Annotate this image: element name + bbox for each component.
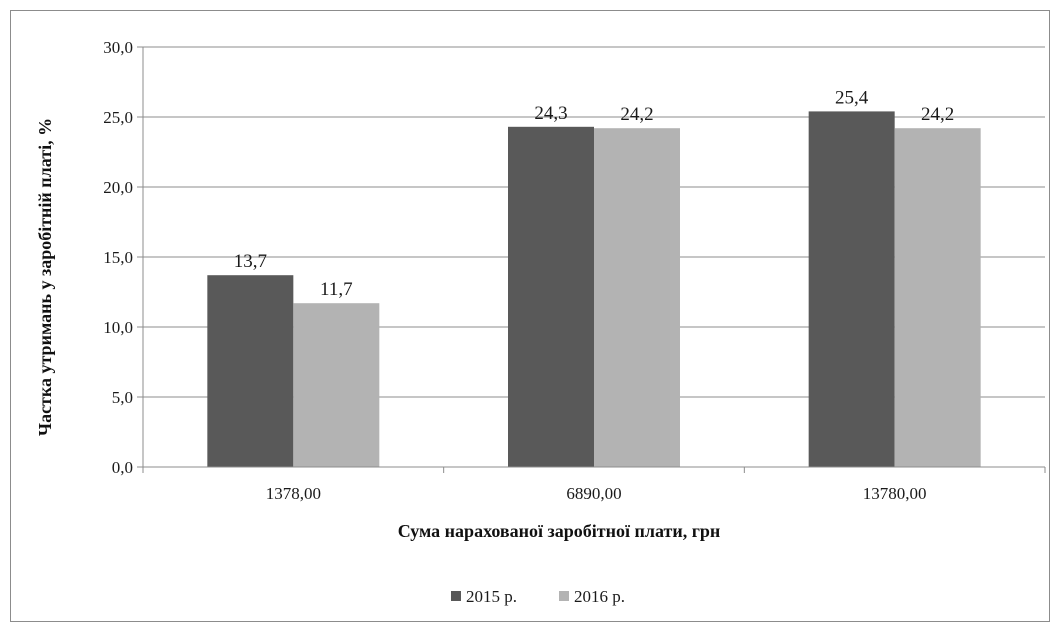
y-tick-labels: 0,0 5,0 10,0 15,0 20,0 25,0 30,0 [103,38,133,477]
bar [293,303,380,467]
bar [808,111,895,468]
y-tick-label: 15,0 [103,248,133,267]
y-tick-label: 25,0 [103,108,133,127]
bar [508,126,594,468]
data-label: 24,2 [620,104,653,125]
data-label: 11,7 [320,279,353,300]
bars [207,111,981,468]
x-tick-label: 1378,00 [266,484,321,503]
y-axis-title: Частка утримань у заробітній платі, % [35,118,55,436]
data-label: 24,2 [921,104,954,125]
legend-label: 2016 р. [574,587,625,606]
category-labels: 1378,00 6890,00 13780,00 [266,484,927,503]
data-label: 24,3 [534,103,567,124]
y-tick-label: 10,0 [103,318,133,337]
data-label: 13,7 [234,251,267,272]
y-tick-label: 30,0 [103,38,133,57]
bar [594,128,680,467]
data-labels: 13,7 11,7 24,3 24,2 25,4 24,2 [234,87,955,300]
data-label: 25,4 [835,87,869,108]
legend-swatch [559,591,569,601]
legend: 2015 р. 2016 р. [451,587,625,606]
legend-label: 2015 р. [466,587,517,606]
x-tick-label: 6890,00 [566,484,621,503]
y-tick-label: 5,0 [112,388,133,407]
bar-chart: 0,0 5,0 10,0 15,0 20,0 25,0 30,0 13,7 11,7 24,3 2… [35,38,1046,606]
bar [207,275,294,467]
bar [894,128,981,467]
legend-swatch [451,591,461,601]
y-tick-label: 20,0 [103,178,133,197]
chart-frame: 0,0 5,0 10,0 15,0 20,0 25,0 30,0 13,7 11,7 24,3 2… [10,10,1050,622]
axes [142,47,1046,473]
x-axis-title: Сума нарахованої заробітної плати, грн [398,521,721,541]
y-tick-label: 0,0 [112,458,133,477]
x-tick-label: 13780,00 [863,484,927,503]
